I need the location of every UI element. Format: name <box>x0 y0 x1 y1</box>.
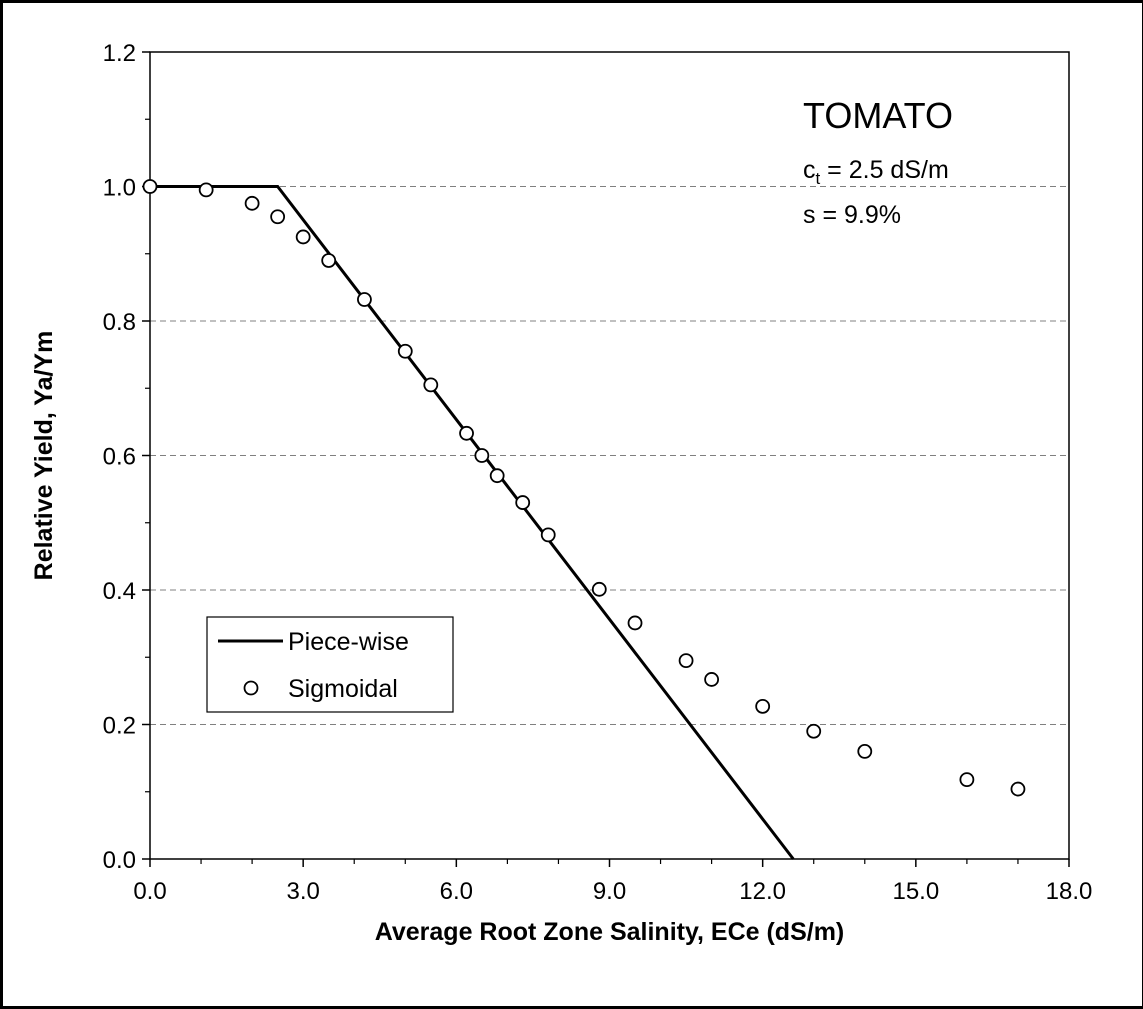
annotation: TOMATO ct = 2.5 dS/m s = 9.9% <box>803 95 953 229</box>
sigmoidal-point <box>357 292 372 307</box>
sigmoidal-point <box>591 581 607 597</box>
tick-labels: 0.0 0.2 0.4 0.6 0.8 1.0 1.2 0.0 3.0 6.0 9.0 12.0 15.… <box>103 40 1093 905</box>
sigmoidal-point <box>755 698 771 714</box>
x-tick-label: 3.0 <box>286 878 319 905</box>
y-tick-label: 0.6 <box>103 444 136 471</box>
sigmoidal-point <box>459 425 474 441</box>
series-sigmoidal <box>142 179 1026 797</box>
sigmoidal-point <box>397 343 413 359</box>
legend-label-piece-wise: Piece-wise <box>288 628 409 656</box>
y-tick-label: 0.4 <box>103 578 136 605</box>
sigmoidal-point <box>959 772 975 788</box>
y-tick-label: 0.2 <box>103 713 136 740</box>
legend-box <box>206 616 454 713</box>
threshold-symbol: c <box>803 156 816 184</box>
annotation-threshold: ct = 2.5 dS/m <box>803 156 949 188</box>
y-tick-label: 1.2 <box>103 40 136 67</box>
sigmoidal-point <box>142 179 158 194</box>
x-axis-title: Average Root Zone Salinity, ECe (dS/m) <box>375 918 845 946</box>
y-axis-title: Relative Yield, Ya/Ym <box>30 331 58 581</box>
y-tick-label: 1.0 <box>103 175 136 202</box>
legend: Piece-wise Sigmoidal <box>206 616 454 713</box>
annotation-crop: TOMATO <box>803 95 953 136</box>
sigmoidal-point <box>295 229 311 245</box>
sigmoidal-point <box>678 653 694 669</box>
sigmoidal-point <box>704 672 720 687</box>
sigmoidal-point <box>270 209 286 225</box>
series-piece-wise <box>150 185 795 860</box>
sigmoidal-point <box>627 615 643 631</box>
sigmoidal-point <box>857 744 873 759</box>
x-tick-label: 9.0 <box>593 878 626 905</box>
annotation-slope: s = 9.9% <box>803 201 901 229</box>
sigmoidal-point <box>540 527 556 543</box>
sigmoidal-point <box>806 723 822 739</box>
legend-marker-swatch <box>243 680 259 696</box>
sigmoidal-point <box>423 377 439 393</box>
gridlines <box>150 186 1069 725</box>
x-tick-label: 12.0 <box>739 878 786 905</box>
sigmoidal-point <box>321 253 337 268</box>
sigmoidal-point <box>515 495 531 510</box>
y-tick-label: 0.0 <box>103 847 136 874</box>
piece-wise-line <box>150 185 795 860</box>
sigmoidal-point <box>244 195 260 211</box>
x-tick-label: 18.0 <box>1046 878 1093 905</box>
axis-ticks <box>142 51 1070 867</box>
sigmoidal-point <box>489 468 505 484</box>
threshold-value: = 2.5 dS/m <box>820 156 949 184</box>
x-tick-label: 6.0 <box>440 878 473 905</box>
sigmoidal-point <box>1010 781 1026 797</box>
legend-label-sigmoidal: Sigmoidal <box>288 675 398 703</box>
sigmoidal-point <box>198 182 214 198</box>
x-tick-label: 15.0 <box>892 878 939 905</box>
x-tick-label: 0.0 <box>133 878 166 905</box>
sigmoidal-point <box>474 448 490 463</box>
threshold-subscript: t <box>816 169 821 188</box>
y-tick-label: 0.8 <box>103 309 136 336</box>
